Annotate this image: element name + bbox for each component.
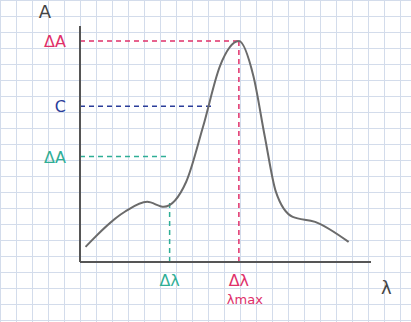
svg-text:ΔA: ΔA: [44, 148, 66, 167]
svg-text:ΔA: ΔA: [44, 32, 66, 51]
svg-text:λmax: λmax: [227, 292, 263, 307]
svg-text:C: C: [55, 97, 66, 116]
svg-text:Δλ: Δλ: [229, 271, 249, 290]
svg-text:λ: λ: [381, 277, 392, 298]
svg-text:Δλ: Δλ: [159, 271, 179, 290]
svg-text:A: A: [39, 1, 52, 22]
